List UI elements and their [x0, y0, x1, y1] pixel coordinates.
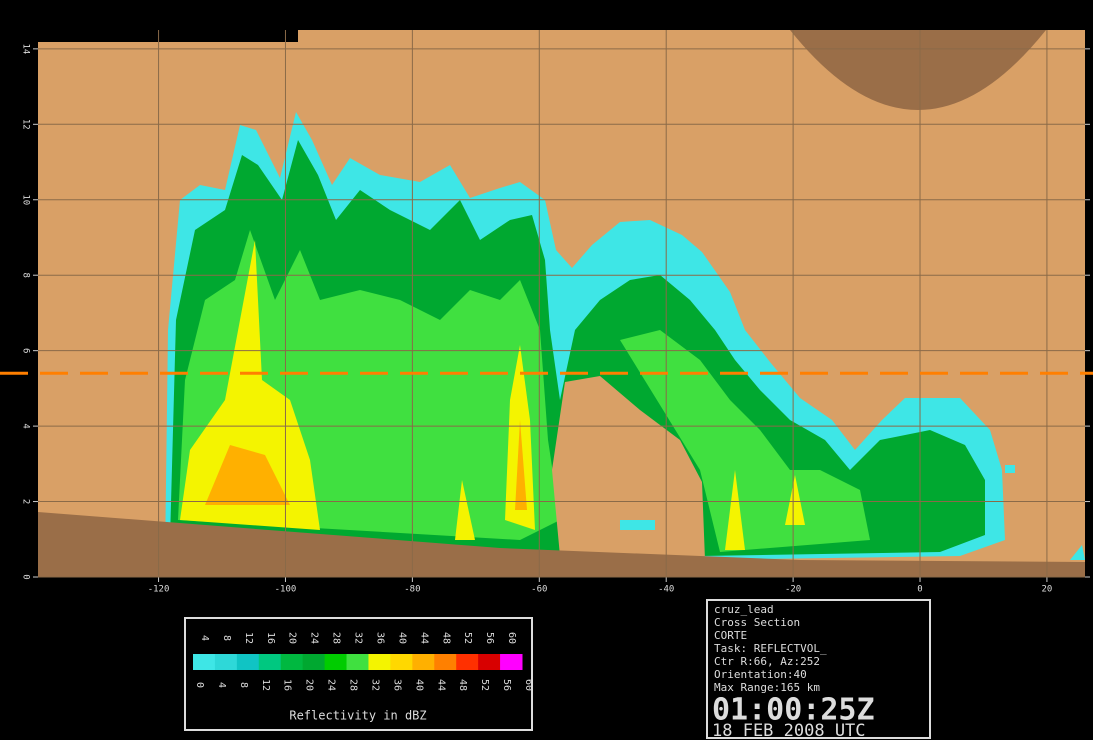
- colorbar-top-label: 20: [287, 632, 298, 644]
- colorbar-bound-label: 52: [479, 679, 490, 691]
- colorbar-title: Reflectivity in dBZ: [289, 709, 426, 723]
- colorbar-bound-label: 0: [194, 682, 205, 688]
- colorbar-bound-label: 12: [260, 679, 271, 691]
- y-tick-label: 14: [21, 43, 31, 54]
- colorbar-cell: [412, 654, 434, 670]
- x-tick-label: -20: [785, 585, 801, 595]
- x-tick-label: -40: [658, 585, 674, 595]
- x-tick-label: -100: [275, 585, 297, 595]
- chart: Reflectivity in dBZ 04812162024283236404…: [0, 0, 1093, 740]
- colorbar-top-label: 44: [418, 632, 429, 644]
- colorbar-top-label: 16: [265, 632, 276, 644]
- colorbar-bound-label: 24: [326, 679, 337, 691]
- colorbar-bound-label: 56: [501, 679, 512, 691]
- colorbar-bound-label: 20: [304, 679, 315, 691]
- colorbar-cell: [500, 654, 522, 670]
- x-tick-label: -80: [404, 585, 420, 595]
- info-line: Cross Section: [714, 616, 800, 629]
- colorbar-top-label: 4: [199, 635, 210, 641]
- colorbar-top-label: 60: [506, 632, 517, 644]
- y-tick-label: 10: [21, 194, 31, 205]
- colorbar-top-label: 8: [221, 635, 232, 641]
- colorbar-top-label: 24: [309, 632, 320, 644]
- x-tick-label: -120: [148, 585, 170, 595]
- y-tick-label: 0: [21, 574, 31, 579]
- corner-mask: [0, 0, 298, 42]
- colorbar-cell: [434, 654, 456, 670]
- x-tick-label: -60: [531, 585, 547, 595]
- colorbar-cell: [368, 654, 390, 670]
- colorbar-top-label: 32: [353, 632, 364, 644]
- colorbar-cell: [456, 654, 478, 670]
- colorbar-cell: [390, 654, 412, 670]
- colorbar-cell: [325, 654, 347, 670]
- colorbar-top-label: 56: [484, 632, 495, 644]
- info-line: CORTE: [714, 629, 747, 642]
- colorbar-bound-label: 32: [369, 679, 380, 691]
- info-line: Ctr R:66, Az:252: [714, 655, 820, 668]
- colorbar-bound-label: 16: [282, 679, 293, 691]
- y-tick-label: 4: [21, 423, 31, 428]
- colorbar-top-label: 36: [374, 632, 385, 644]
- x-tick-label: 0: [917, 585, 922, 595]
- colorbar-bound-label: 8: [238, 682, 249, 688]
- colorbar-top-label: 40: [396, 632, 407, 644]
- colorbar-bound-label: 4: [216, 682, 227, 688]
- colorbar-bound-label: 28: [348, 679, 359, 691]
- x-tick-label: 20: [1042, 585, 1053, 595]
- echo-fleck: [620, 520, 655, 530]
- colorbar-cell: [281, 654, 303, 670]
- colorbar-top-label: 52: [462, 632, 473, 644]
- y-tick-label: 8: [21, 272, 31, 277]
- info-line: Task: REFLECTVOL_: [714, 642, 827, 655]
- colorbar-bound-label: 44: [435, 679, 446, 691]
- colorbar-top-label: 28: [331, 632, 342, 644]
- colorbar-cell: [215, 654, 237, 670]
- info-line: Orientation:40: [714, 668, 807, 681]
- info-date: 18 FEB 2008 UTC: [712, 721, 866, 740]
- info-line: cruz_lead: [714, 603, 774, 616]
- colorbar-bound-label: 48: [457, 679, 468, 691]
- echo-fleck: [1005, 465, 1015, 473]
- y-tick-label: 6: [21, 348, 31, 353]
- info-line: Max Range:165 km: [714, 681, 820, 694]
- colorbar-bound-label: 36: [391, 679, 402, 691]
- colorbar-cell: [237, 654, 259, 670]
- colorbar-cell: [193, 654, 215, 670]
- colorbar-cell: [303, 654, 325, 670]
- colorbar-bound-label: 60: [523, 679, 534, 691]
- y-tick-label: 12: [21, 119, 31, 130]
- colorbar-top-label: 48: [440, 632, 451, 644]
- colorbar-cell: [259, 654, 281, 670]
- colorbar-top-label: 12: [243, 632, 254, 644]
- colorbar-bound-label: 40: [413, 679, 424, 691]
- y-tick-label: 2: [21, 499, 31, 504]
- colorbar-cell: [347, 654, 369, 670]
- colorbar-cell: [478, 654, 500, 670]
